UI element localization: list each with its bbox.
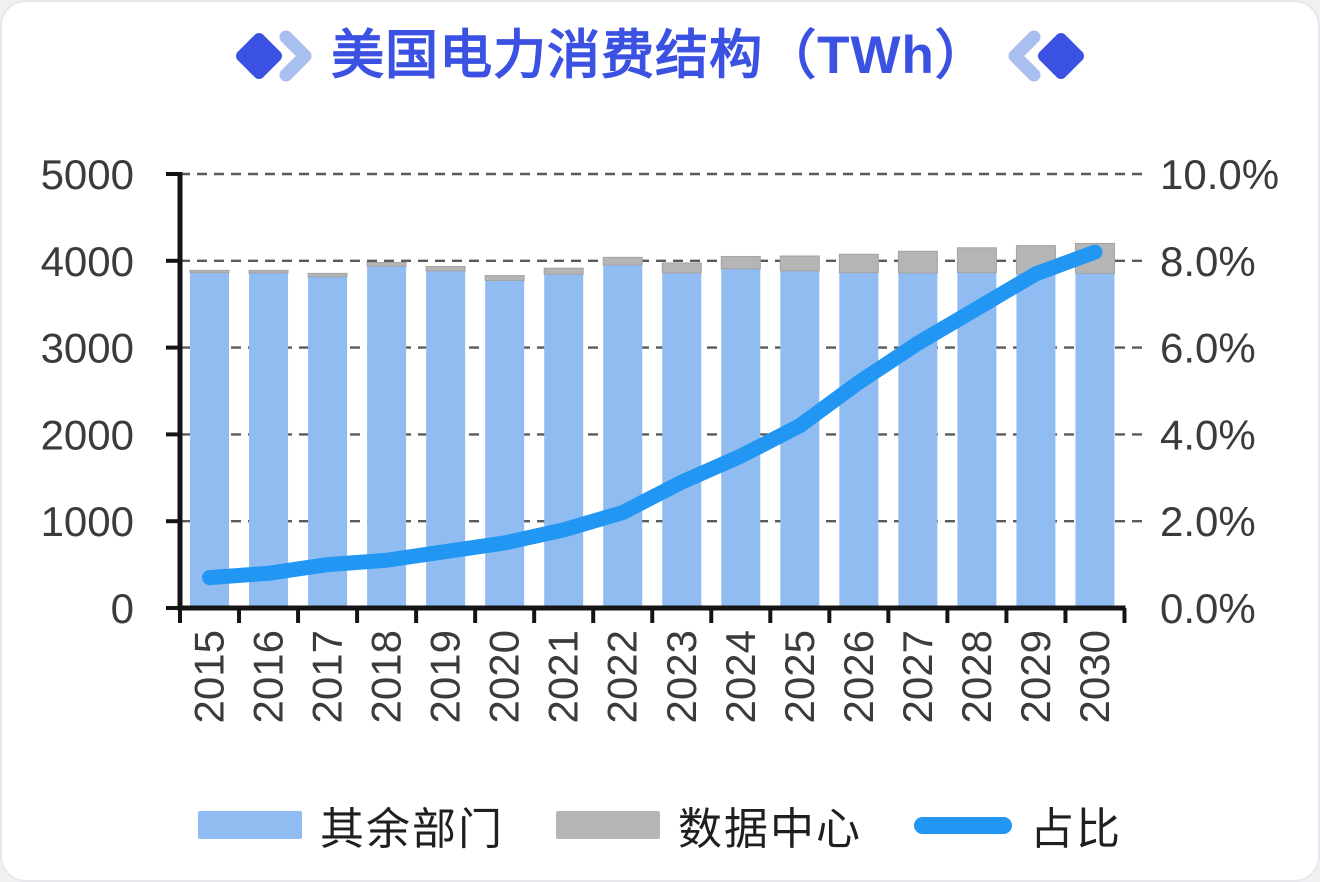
- x-axis-label-2028: 2028: [953, 630, 1000, 723]
- x-axis-label-2021: 2021: [540, 630, 587, 723]
- bar-datacenter-2020: [484, 275, 525, 282]
- bar-datacenter-2027: [897, 250, 938, 274]
- bar-datacenter-2016: [248, 269, 289, 274]
- bar-other-2024: [721, 268, 761, 608]
- bar-other-2017: [308, 276, 348, 608]
- bar-other-2028: [957, 272, 997, 608]
- bar-datacenter-2019: [425, 265, 466, 272]
- share-line: [202, 244, 1103, 586]
- x-axis-label-2025: 2025: [776, 630, 823, 723]
- x-axis-label-2026: 2026: [835, 630, 882, 723]
- bar-datacenter-2023: [661, 262, 702, 274]
- left-axis-label-4000: 4000: [41, 238, 134, 285]
- right-axis-label-4.0%: 4.0%: [1160, 411, 1256, 458]
- right-axis-label-2.0%: 2.0%: [1160, 498, 1256, 545]
- title-deco-right-icon: [1008, 30, 1084, 82]
- right-axis-label-6.0%: 6.0%: [1160, 325, 1256, 372]
- x-axis-label-2030: 2030: [1071, 630, 1118, 723]
- legend-label-datacenter: 数据中心: [678, 805, 862, 854]
- x-axis-label-2029: 2029: [1012, 630, 1059, 723]
- x-axis-label-2018: 2018: [363, 630, 410, 723]
- left-axis-label-5000: 5000: [41, 151, 134, 198]
- title-deco-left-icon: [236, 30, 312, 82]
- bar-datacenter-2028: [956, 247, 997, 274]
- chart-area: 0 1000 2000 3000 4000 5000 0.0% 2.0% 4.0% 6.0% 8.0…: [2, 130, 1320, 785]
- x-axis-label-2027: 2027: [894, 630, 941, 723]
- x-axis-label-2016: 2016: [245, 630, 292, 723]
- x-axis-label-2015: 2015: [186, 630, 233, 723]
- bar-datacenter-2021: [543, 267, 584, 275]
- bar-other-2030: [1075, 273, 1115, 608]
- x-axis-label-2019: 2019: [422, 630, 469, 723]
- bar-datacenter-2015: [189, 269, 230, 274]
- bar-datacenter-2025: [779, 255, 820, 272]
- bar-datacenter-2017: [307, 272, 348, 278]
- title-row: 美国电力消费结构（TWh）: [2, 20, 1318, 92]
- chart-svg: 0 1000 2000 3000 4000 5000 0.0% 2.0% 4.0% 6.0% 8.0…: [41, 151, 1280, 723]
- legend-item-datacenter: 数据中心: [556, 793, 862, 857]
- right-axis-label-10.0%: 10.0%: [1160, 151, 1279, 198]
- x-axis-label-2017: 2017: [304, 630, 351, 723]
- legend-item-other: 其余部门: [198, 793, 504, 857]
- bar-other-2023: [662, 272, 702, 608]
- bar-datacenter-2024: [720, 255, 761, 270]
- left-axis-label-1000: 1000: [41, 498, 134, 545]
- left-axis-label-0: 0: [111, 585, 134, 632]
- bar-other-2029: [1016, 273, 1056, 608]
- legend-swatch-other-sectors: [198, 811, 302, 839]
- bar-other-2020: [485, 280, 525, 608]
- x-axis-label-2023: 2023: [658, 630, 705, 723]
- legend-swatch-datacenter: [556, 811, 660, 839]
- bar-datacenter-2026: [838, 253, 879, 274]
- legend-label-other-sectors: 其余部门: [320, 805, 504, 854]
- legend: 其余部门 数据中心 占比: [2, 790, 1318, 860]
- bar-other-2021: [544, 274, 584, 608]
- x-axis-label-2024: 2024: [717, 630, 764, 723]
- left-axis-label-2000: 2000: [41, 411, 134, 458]
- bar-other-2027: [898, 273, 938, 608]
- page-title: 美国电力消费结构（TWh）: [331, 25, 989, 85]
- x-axis-label-2022: 2022: [599, 630, 646, 723]
- right-axis-label-0.0%: 0.0%: [1160, 585, 1256, 632]
- left-axis-label-3000: 3000: [41, 325, 134, 372]
- legend-item-share: 占比: [914, 793, 1122, 857]
- bar-datacenter-2018: [366, 262, 407, 267]
- x-axis-label-2020: 2020: [481, 630, 528, 723]
- bar-other-2026: [839, 272, 879, 608]
- right-axis-label-8.0%: 8.0%: [1160, 238, 1256, 285]
- bar-datacenter-2022: [602, 256, 643, 266]
- legend-swatch-share-line: [914, 816, 1012, 834]
- bar-other-2015: [190, 272, 230, 608]
- bar-other-2016: [249, 273, 289, 608]
- bar-other-2022: [603, 265, 643, 608]
- legend-label-share: 占比: [1030, 805, 1122, 854]
